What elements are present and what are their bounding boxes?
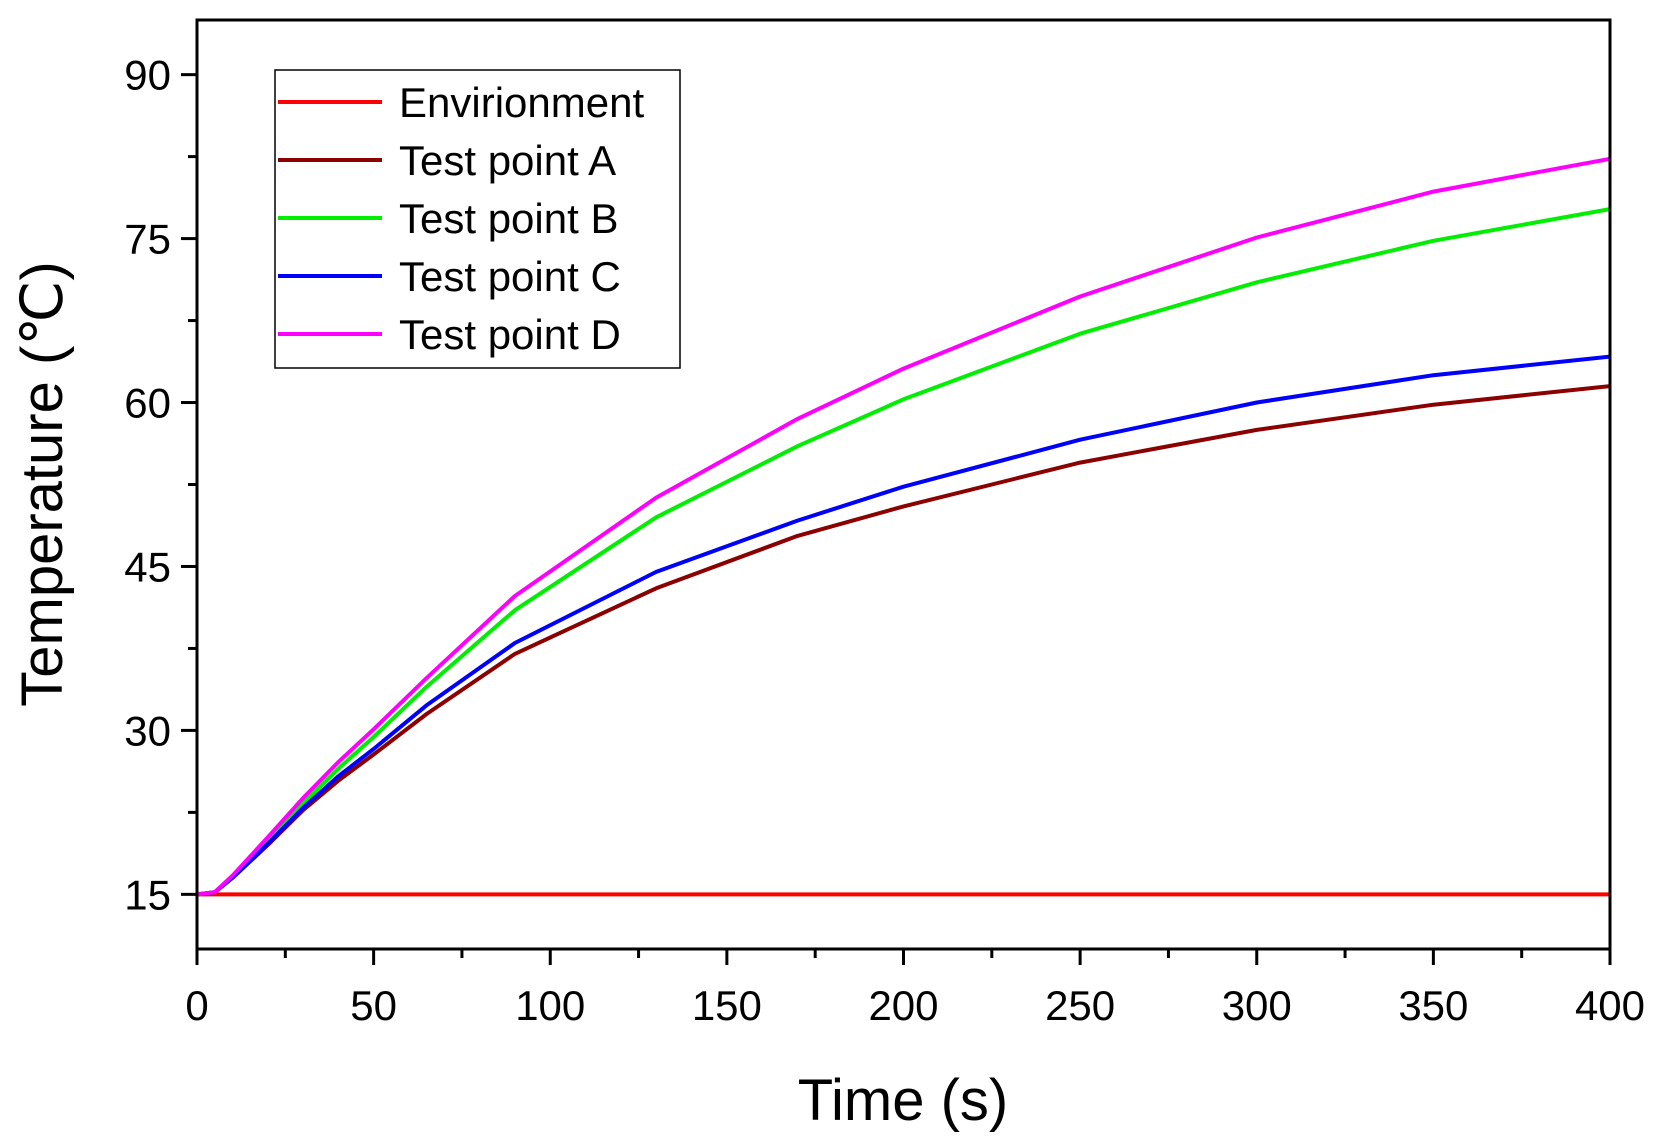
x-tick-label: 300: [1222, 982, 1292, 1029]
legend-label: Test point C: [399, 253, 621, 300]
x-tick-label: 150: [692, 982, 762, 1029]
legend-label: Envirionment: [399, 79, 644, 126]
legend-label: Test point A: [399, 137, 616, 184]
x-tick-label: 350: [1398, 982, 1468, 1029]
x-tick-label: 0: [185, 982, 208, 1029]
x-axis-label: Time (s): [798, 1068, 1008, 1133]
series-layer: [197, 156, 1610, 897]
legend-label: Test point B: [399, 195, 618, 242]
x-tick-label: 50: [350, 982, 397, 1029]
y-tick-label: 90: [124, 52, 171, 99]
y-tick-label: 30: [124, 707, 171, 754]
series-line-test-point-c: [197, 354, 1610, 897]
series-line-test-point-d: [197, 156, 1610, 897]
legend-label: Test point D: [399, 311, 621, 358]
legend: Envirionment Test point A Test point B Test…: [274, 69, 681, 369]
y-axis: 15 30 45 60 75 90: [124, 52, 197, 918]
y-tick-label: 15: [124, 871, 171, 918]
y-tick-label: 75: [124, 216, 171, 263]
x-tick-label: 250: [1045, 982, 1115, 1029]
y-tick-label: 45: [124, 543, 171, 590]
x-tick-label: 100: [515, 982, 585, 1029]
series-line-test-point-a: [197, 384, 1610, 897]
x-tick-label: 200: [868, 982, 938, 1029]
x-axis: 0 50 100 150 200 250 300 350 400: [185, 949, 1645, 1029]
x-tick-label: 400: [1575, 982, 1645, 1029]
y-tick-label: 60: [124, 380, 171, 427]
y-axis-label: Temperature (℃): [10, 261, 75, 706]
